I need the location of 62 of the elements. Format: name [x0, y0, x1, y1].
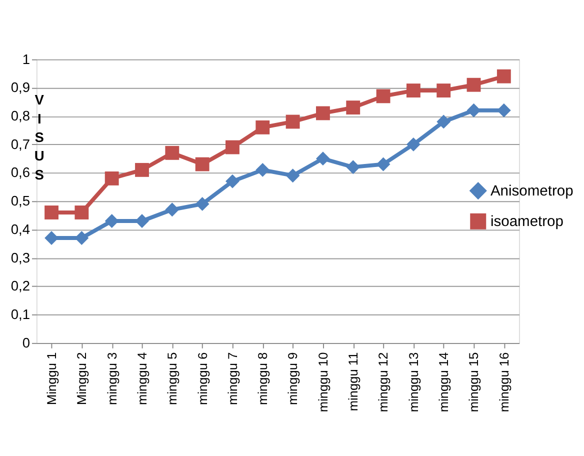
x-tick-label: minggu 11 — [346, 352, 361, 412]
x-tick-label: minggu 7 — [224, 352, 240, 405]
point — [376, 89, 390, 104]
point — [195, 197, 210, 211]
point — [376, 157, 390, 172]
point — [256, 162, 270, 177]
legend-label: isoametrop — [490, 214, 564, 230]
x-tick-label: minggu 4 — [134, 352, 150, 405]
y-tick-label: 0,2 — [10, 278, 30, 294]
y-tick-label: 1 — [22, 52, 30, 67]
point — [226, 174, 240, 188]
point — [135, 162, 149, 177]
y-tick-label: 0,7 — [10, 136, 30, 152]
y-tick-label: 0,5 — [10, 194, 30, 209]
point — [346, 100, 360, 115]
point — [406, 137, 420, 152]
point — [496, 103, 511, 118]
point — [195, 157, 210, 172]
y-tick-label: 0,1 — [10, 307, 30, 322]
x-tick-label: minggu 6 — [194, 352, 210, 405]
point — [135, 214, 149, 228]
point — [436, 114, 451, 129]
y-tick-label: 0,9 — [10, 80, 30, 96]
point — [406, 84, 420, 98]
point — [74, 231, 89, 245]
x-tick-label: minggu 15 — [466, 352, 482, 412]
point — [346, 160, 360, 174]
point — [256, 120, 270, 134]
x-tick-label: minggu 10 — [315, 352, 330, 412]
point — [496, 69, 511, 84]
x-tick-label: minggu 9 — [285, 352, 300, 405]
point — [226, 140, 240, 154]
y-tick-label: 0,3 — [10, 250, 30, 266]
point — [436, 84, 451, 98]
point — [316, 106, 330, 120]
point — [104, 171, 119, 186]
point — [316, 152, 330, 166]
x-tick-label: Minggu 2 — [74, 352, 90, 405]
y-axis-title: VISUS — [34, 92, 45, 182]
point — [74, 206, 89, 220]
legend-label: Anisometrop — [490, 184, 574, 200]
point — [286, 114, 300, 129]
y-tick-label: 0,6 — [10, 165, 30, 180]
point — [286, 168, 300, 183]
y-tick-label: 0 — [22, 335, 30, 350]
point — [466, 78, 481, 92]
x-tick-label: Minggu 1 — [44, 352, 59, 405]
point — [44, 231, 58, 245]
point — [44, 206, 58, 220]
point — [466, 103, 481, 118]
y-tick-label: 0,8 — [10, 108, 30, 124]
point — [104, 214, 119, 228]
x-tick-label: minggu 16 — [496, 352, 512, 412]
point — [165, 202, 180, 217]
x-tick-label: minggu 14 — [436, 352, 452, 412]
x-tick-label: minggu 13 — [406, 352, 421, 412]
x-tick-label: minggu 8 — [255, 352, 270, 405]
x-tick-label: minggu 3 — [104, 352, 120, 405]
x-tick-label: minggu 5 — [164, 352, 180, 405]
x-tick-label: minggu 12 — [376, 352, 391, 412]
y-tick-label: 0,4 — [10, 222, 30, 237]
point — [165, 146, 180, 160]
